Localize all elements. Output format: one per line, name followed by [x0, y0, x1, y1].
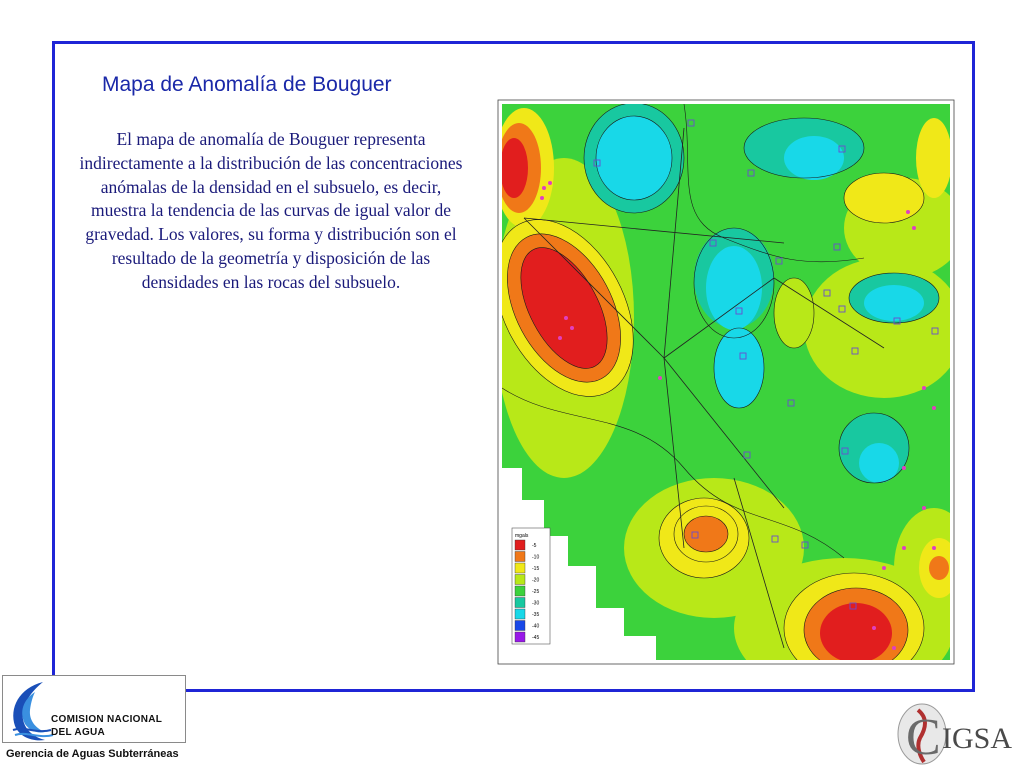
legend-swatch	[514, 620, 526, 631]
legend-swatch	[514, 574, 526, 585]
map-legend: mgals-5 -10 -15 -20 -25 -30 -35 -40 -45	[511, 527, 551, 645]
legend-label: -30	[532, 601, 539, 607]
profile-lines	[523, 127, 885, 649]
cna-name-line2: DEL AGUA	[51, 727, 106, 738]
slide-description: El mapa de anomalía de Bouguer represent…	[79, 129, 463, 292]
slide-border	[52, 41, 975, 692]
cna-emblem-icon	[12, 682, 54, 741]
legend-label: -45	[532, 635, 539, 641]
legend-swatch	[514, 585, 526, 597]
legend-label: -20	[532, 578, 539, 584]
station-markers	[593, 119, 939, 610]
sample-points	[540, 181, 936, 650]
legend-label: -5	[532, 543, 537, 549]
legend-label: -40	[532, 624, 539, 630]
bouguer-anomaly-map: mgals-5 -10 -15 -20 -25 -30 -35 -40 -45	[497, 99, 955, 665]
legend-label: -10	[532, 555, 539, 561]
cna-name-line1: COMISION NACIONAL	[51, 714, 163, 725]
legend-label: -15	[532, 566, 539, 572]
legend-swatch	[514, 539, 526, 551]
cna-logo: COMISION NACIONAL DEL AGUA	[2, 675, 186, 743]
slide-title: Mapa de Anomalía de Bouguer	[102, 73, 392, 96]
legend-swatch	[514, 631, 526, 643]
legend-swatch	[514, 597, 526, 608]
legend-title: mgals	[515, 533, 529, 539]
cigsa-text: IGSA	[942, 722, 1012, 755]
legend-label: -25	[532, 589, 539, 595]
legend-swatch	[514, 551, 526, 562]
legend-swatch	[514, 562, 526, 574]
legend-swatch	[514, 608, 526, 620]
contour-fill	[502, 104, 950, 660]
contour-lines	[502, 104, 940, 660]
legend-label: -35	[532, 612, 539, 618]
cna-subtitle: Gerencia de Aguas Subterráneas	[6, 748, 179, 760]
cigsa-logo: C IGSA	[897, 703, 1012, 766]
map-frame	[497, 99, 955, 665]
cigsa-letter-c: C	[906, 709, 941, 766]
